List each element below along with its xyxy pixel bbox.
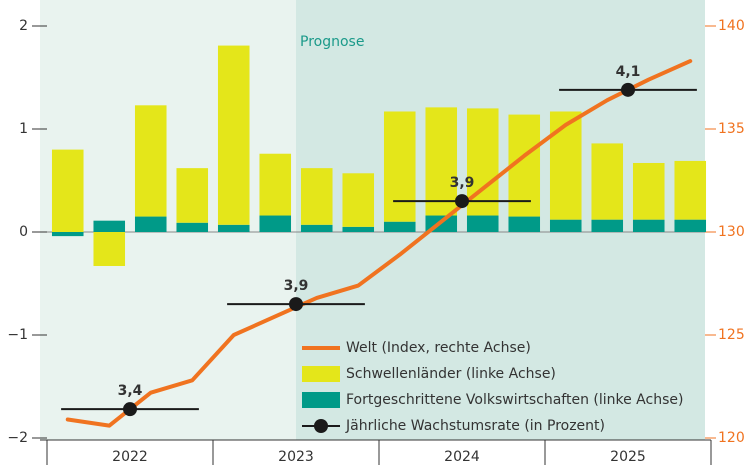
- y2-tick-label: 125: [718, 327, 745, 343]
- bar: [134, 105, 167, 217]
- bar: [508, 216, 541, 232]
- y-tick-label: 1: [19, 121, 28, 137]
- marker: [455, 194, 469, 209]
- bar: [300, 168, 333, 225]
- y-tick-label: −2: [7, 430, 28, 446]
- bar: [591, 219, 624, 232]
- bar: [425, 107, 458, 216]
- y2-tick-label: 120: [718, 430, 745, 446]
- x-tick-label: 2025: [610, 449, 646, 465]
- x-tick-label: 2022: [112, 449, 148, 465]
- bar: [217, 224, 250, 232]
- bar: [383, 221, 416, 232]
- bar: [674, 219, 707, 232]
- forecast-label: Prognose: [300, 34, 364, 50]
- marker: [621, 82, 635, 97]
- marker: [123, 402, 137, 417]
- bar: [549, 111, 582, 220]
- bar: [342, 226, 375, 232]
- data-label: 3,9: [450, 175, 475, 191]
- bar: [217, 45, 250, 225]
- y2-tick-label: 140: [718, 18, 745, 34]
- legend-label: Schwellenländer (linke Achse): [346, 366, 556, 382]
- y2-tick-label: 130: [718, 224, 745, 240]
- bar: [176, 222, 209, 232]
- marker: [289, 297, 303, 312]
- x-tick-label: 2024: [444, 449, 480, 465]
- legend-swatch: [302, 366, 340, 382]
- bar: [259, 215, 292, 232]
- bar: [134, 216, 167, 232]
- line: [65, 59, 693, 428]
- bar: [549, 219, 582, 232]
- legend-label: Welt (Index, rechte Achse): [346, 340, 531, 356]
- y-tick-label: 0: [19, 224, 28, 240]
- bar: [466, 215, 499, 232]
- bar: [51, 149, 84, 232]
- legend-label: Jährliche Wachstumsrate (in Prozent): [345, 418, 605, 434]
- bar: [93, 232, 126, 266]
- y-tick-label: −1: [7, 327, 28, 343]
- data-label: 3,4: [118, 383, 143, 399]
- bar: [300, 224, 333, 232]
- legend-swatch: [302, 392, 340, 408]
- y2-tick-label: 135: [718, 121, 745, 137]
- bar: [93, 220, 126, 232]
- data-label: 3,9: [284, 278, 309, 294]
- bar: [591, 143, 624, 220]
- bar: [259, 153, 292, 216]
- data-label: 4,1: [616, 64, 641, 80]
- bar: [632, 162, 665, 220]
- bar: [342, 173, 375, 227]
- x-tick-label: 2023: [278, 449, 314, 465]
- legend-swatch: [314, 419, 328, 433]
- legend-label: Fortgeschrittene Volkswirtschaften (link…: [346, 392, 683, 408]
- y-tick-label: 2: [19, 18, 28, 34]
- bar: [176, 168, 209, 223]
- bar: [632, 219, 665, 232]
- bar: [51, 232, 84, 237]
- bar: [674, 160, 707, 220]
- bar: [383, 111, 416, 222]
